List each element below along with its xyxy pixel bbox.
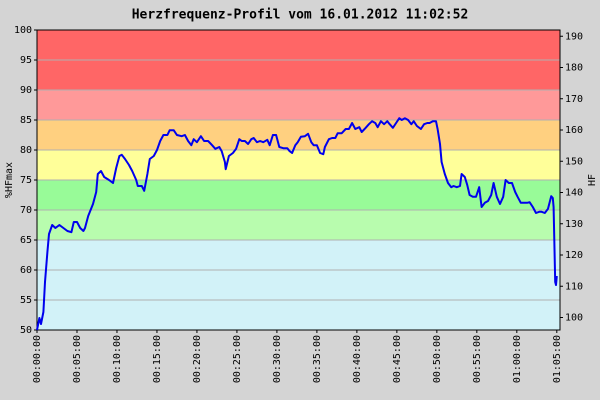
y-tick-label: 50 bbox=[20, 325, 32, 336]
x-tick-label: 00:35:00 bbox=[312, 335, 323, 383]
zone bbox=[37, 120, 560, 150]
y-tick-label: 80 bbox=[20, 145, 32, 156]
x-tick-label: 01:00:00 bbox=[512, 335, 523, 383]
x-tick-label: 00:00:00 bbox=[32, 335, 43, 383]
y-axis-label: %HFmax bbox=[4, 162, 15, 198]
x-tick-label: 01:05:00 bbox=[552, 335, 563, 383]
y-tick-label: 75 bbox=[20, 175, 32, 186]
heart-rate-line bbox=[36, 117, 558, 331]
y2-tick-label: 150 bbox=[565, 156, 583, 167]
zone bbox=[37, 90, 560, 120]
x-tick-label: 00:05:00 bbox=[72, 335, 83, 383]
zone bbox=[37, 240, 560, 330]
x-tick-label: 00:20:00 bbox=[192, 335, 203, 383]
y2-tick-label: 120 bbox=[565, 250, 583, 261]
y-tick-label: 55 bbox=[20, 295, 32, 306]
x-tick-label: 00:40:00 bbox=[352, 335, 363, 383]
y-tick-label: 60 bbox=[20, 265, 32, 276]
y-tick-label: 100 bbox=[14, 25, 32, 36]
x-tick-label: 00:45:00 bbox=[392, 335, 403, 383]
x-tick-label: 00:55:00 bbox=[472, 335, 483, 383]
x-tick-label: 00:15:00 bbox=[152, 335, 163, 383]
zone bbox=[37, 150, 560, 180]
zone bbox=[37, 180, 560, 210]
y2-tick-label: 130 bbox=[565, 219, 583, 230]
chart-title: Herzfrequenz-Profil vom 16.01.2012 11:02… bbox=[132, 8, 469, 23]
x-tick-label: 00:10:00 bbox=[112, 335, 123, 383]
zone bbox=[37, 210, 560, 240]
plot-frame bbox=[36, 29, 561, 331]
y2-axis-label: HF bbox=[587, 174, 598, 186]
x-tick-label: 00:25:00 bbox=[232, 335, 243, 383]
y2-tick-label: 170 bbox=[565, 94, 583, 105]
y-tick-label: 95 bbox=[20, 55, 32, 66]
y-tick-label: 90 bbox=[20, 85, 32, 96]
y2-tick-label: 140 bbox=[565, 188, 583, 199]
y-tick-label: 65 bbox=[20, 235, 32, 246]
y-tick-label: 85 bbox=[20, 115, 32, 126]
x-tick-label: 00:50:00 bbox=[432, 335, 443, 383]
y2-tick-label: 110 bbox=[565, 281, 583, 292]
y2-tick-label: 180 bbox=[565, 63, 583, 74]
y2-tick-label: 100 bbox=[565, 313, 583, 324]
y2-tick-label: 190 bbox=[565, 31, 583, 42]
x-tick-label: 00:30:00 bbox=[272, 335, 283, 383]
y-tick-label: 70 bbox=[20, 205, 32, 216]
y2-tick-label: 160 bbox=[565, 125, 583, 136]
